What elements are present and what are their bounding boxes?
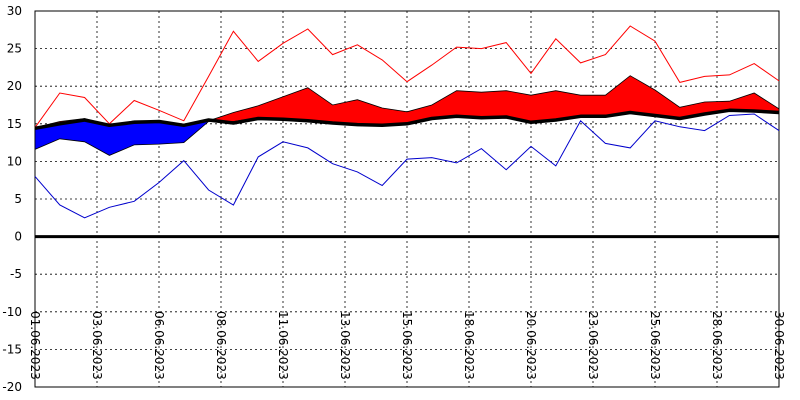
y-tick-label: -20 [2,380,22,394]
y-tick-label: 5 [14,192,22,206]
x-tick-label: 18.06.2023 [462,311,476,380]
series-line-blue-thin [34,113,780,219]
x-tick-label: 15.06.2023 [400,311,414,380]
y-tick-label: 15 [7,117,22,131]
y-tick-label: 10 [7,154,22,168]
x-tick-label: 03.06.2023 [90,311,104,380]
x-tick-label: 20.06.2023 [524,311,538,380]
y-tick-label: 25 [7,42,22,56]
x-tick-label: 25.06.2023 [648,311,662,380]
x-tick-label: 13.06.2023 [338,311,352,380]
x-tick-label: 01.06.2023 [28,311,42,380]
y-tick-label: 0 [14,230,22,244]
y-tick-label: -5 [10,267,22,281]
y-tick-label: 20 [7,79,22,93]
x-tick-label: 08.06.2023 [214,311,228,380]
series-line-black-thick [34,108,780,131]
x-tick-label: 28.06.2023 [710,311,724,380]
x-tick-label: 06.06.2023 [152,311,166,380]
y-tick-label: 30 [7,4,22,18]
x-tick-label: 11.06.2023 [276,311,290,380]
x-tick-label: 23.06.2023 [586,311,600,380]
y-tick-label: -10 [2,305,22,319]
y-tick-label: -15 [2,342,22,356]
x-tick-label: 30.06.2023 [772,311,786,380]
series-line-red-thin [34,25,780,128]
